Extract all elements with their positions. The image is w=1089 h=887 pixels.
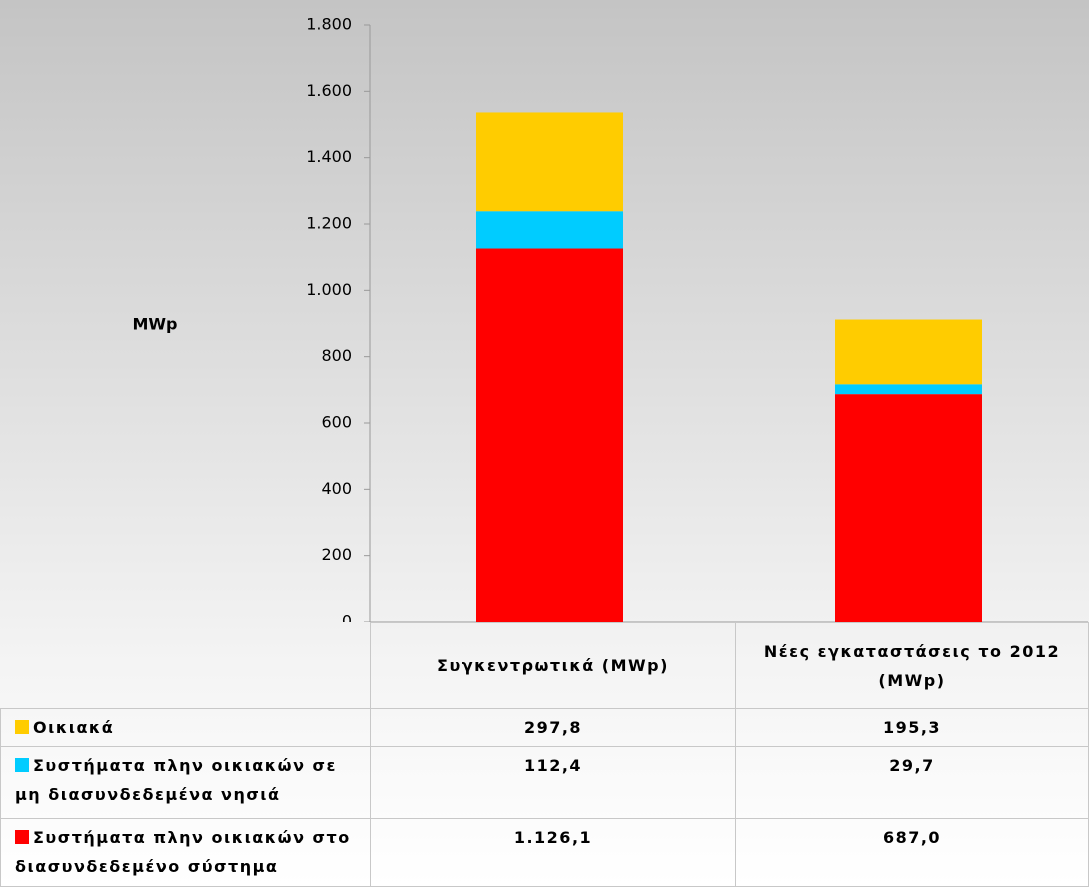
y-tick-label: 400 [321, 479, 352, 498]
bar-segment [476, 211, 623, 249]
legend-label: Συστήματα πλην οικιακών σε μη διασυνδεδε… [15, 756, 337, 804]
data-row: Συστήματα πλην οικιακών σε μη διασυνδεδε… [0, 746, 1089, 819]
value-label: 1.126,1 [370, 818, 736, 887]
header-row: Συγκεντρωτικά (MWp) Νέες εγκαταστάσεις το… [1, 622, 1089, 709]
y-axis-label: MWp [132, 315, 177, 334]
legend-label: Συστήματα πλην οικιακών στο διασυνδεδεμέ… [15, 828, 351, 876]
legend-key [15, 758, 29, 772]
data-row: Συστήματα πλην οικιακών στο διασυνδεδεμέ… [0, 818, 1089, 887]
legend-key [15, 720, 29, 734]
y-tick-label: 1.600 [306, 81, 352, 100]
y-tick-label: 1.800 [306, 15, 352, 34]
data-table: Συγκεντρωτικά (MWp) Νέες εγκαταστάσεις το… [0, 622, 1089, 887]
bar-segment [835, 319, 982, 385]
y-tick-label: 200 [321, 545, 352, 564]
bar-segment [835, 394, 982, 622]
y-tick-label: 800 [321, 346, 352, 365]
value-label: 687,0 [735, 818, 1089, 887]
y-tick-label: 600 [321, 413, 352, 432]
legend-cell: Συστήματα πλην οικιακών σε μη διασυνδεδε… [0, 746, 371, 819]
value-label: 195,3 [735, 708, 1089, 747]
y-tick-label: 0 [342, 612, 352, 623]
value-label: 29,7 [735, 746, 1089, 819]
x-tick-label: Νέες εγκαταστάσεις το 2012 (MWp) [735, 622, 1089, 709]
bar-segment [476, 112, 623, 212]
bar-segment [476, 248, 623, 622]
legend-key [15, 830, 29, 844]
data-row: Οικιακά 297,8 195,3 [0, 708, 1089, 747]
y-tick-label: 1.200 [306, 214, 352, 233]
bar-segment [835, 384, 982, 395]
x-tick-label: Συγκεντρωτικά (MWp) [370, 622, 736, 709]
empty-cell [1, 623, 371, 709]
legend-cell: Οικιακά [0, 708, 371, 747]
chart: MWp 0 200 400 600 800 1.000 1.200 1.400 1.600 1.8… [132, 15, 1088, 623]
value-label: 112,4 [370, 746, 736, 819]
legend-cell: Συστήματα πλην οικιακών στο διασυνδεδεμέ… [0, 818, 371, 887]
legend-label: Οικιακά [33, 718, 115, 737]
value-label: 297,8 [370, 708, 736, 747]
y-tick-label: 1.000 [306, 280, 352, 299]
y-tick-label: 1.400 [306, 147, 352, 166]
